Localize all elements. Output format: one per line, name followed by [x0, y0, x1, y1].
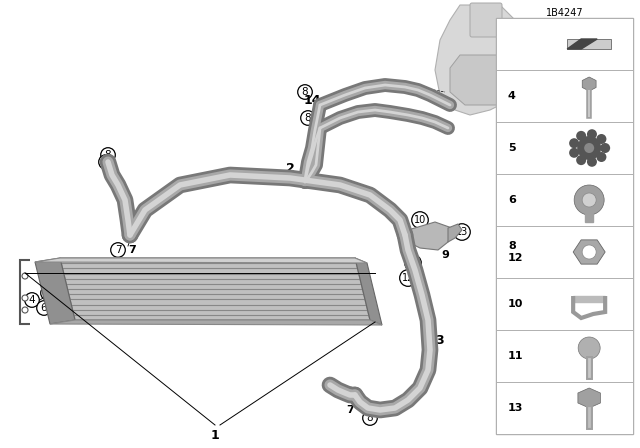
- Bar: [496, 278, 633, 330]
- Text: 5: 5: [508, 143, 516, 153]
- Circle shape: [582, 245, 596, 259]
- Text: 8: 8: [367, 413, 373, 423]
- Circle shape: [596, 134, 607, 144]
- Text: 3: 3: [436, 333, 444, 346]
- Circle shape: [576, 131, 586, 141]
- Bar: [496, 226, 633, 278]
- Text: 14: 14: [307, 119, 324, 132]
- Text: 13: 13: [456, 227, 468, 237]
- Text: 6: 6: [508, 195, 516, 205]
- Polygon shape: [578, 388, 600, 408]
- Text: 13: 13: [508, 403, 524, 413]
- Text: 10: 10: [508, 299, 524, 309]
- Text: 8
12: 8 12: [508, 241, 524, 263]
- Polygon shape: [573, 296, 605, 302]
- Text: 7: 7: [128, 245, 136, 255]
- Circle shape: [577, 136, 601, 160]
- Polygon shape: [573, 240, 605, 264]
- Polygon shape: [585, 214, 593, 222]
- Text: 2: 2: [285, 161, 294, 175]
- Circle shape: [587, 157, 597, 167]
- Polygon shape: [35, 258, 367, 263]
- Text: 1B4247: 1B4247: [546, 8, 583, 18]
- Text: 12: 12: [402, 273, 414, 283]
- Polygon shape: [355, 258, 382, 325]
- Bar: [496, 330, 633, 382]
- Circle shape: [22, 295, 28, 301]
- Bar: [496, 18, 633, 434]
- Text: 10: 10: [414, 215, 426, 225]
- Text: 8: 8: [305, 113, 311, 123]
- Circle shape: [576, 155, 586, 165]
- Text: 8: 8: [105, 150, 111, 160]
- Bar: [496, 122, 633, 174]
- Polygon shape: [435, 5, 530, 115]
- Circle shape: [578, 337, 600, 359]
- Text: 14: 14: [303, 94, 321, 107]
- Polygon shape: [60, 258, 370, 320]
- Text: 11: 11: [508, 351, 524, 361]
- Text: 5: 5: [45, 288, 51, 298]
- Polygon shape: [567, 39, 611, 49]
- Bar: [496, 70, 633, 122]
- Text: 1: 1: [211, 428, 220, 441]
- Polygon shape: [448, 224, 462, 242]
- Polygon shape: [582, 77, 596, 91]
- Text: 6: 6: [41, 303, 47, 313]
- Polygon shape: [35, 258, 75, 324]
- Circle shape: [584, 143, 594, 153]
- Polygon shape: [408, 222, 452, 250]
- Circle shape: [569, 148, 579, 158]
- Polygon shape: [450, 55, 515, 105]
- Text: 4: 4: [29, 295, 35, 305]
- Circle shape: [22, 273, 28, 279]
- Bar: [496, 174, 633, 226]
- Text: 7: 7: [115, 245, 122, 255]
- Circle shape: [569, 138, 579, 148]
- Text: 8: 8: [102, 157, 109, 167]
- Circle shape: [600, 143, 610, 153]
- Text: 4: 4: [508, 91, 516, 101]
- FancyBboxPatch shape: [470, 3, 502, 37]
- Circle shape: [587, 129, 597, 139]
- Bar: [496, 18, 633, 70]
- Text: 8: 8: [301, 87, 308, 97]
- Text: 11: 11: [407, 258, 419, 268]
- Circle shape: [22, 307, 28, 313]
- Circle shape: [582, 193, 596, 207]
- Polygon shape: [567, 39, 597, 49]
- Bar: [496, 382, 633, 434]
- Text: 9: 9: [441, 250, 449, 260]
- Circle shape: [574, 185, 604, 215]
- Polygon shape: [50, 320, 382, 325]
- Circle shape: [596, 152, 607, 162]
- Text: 7: 7: [346, 405, 354, 415]
